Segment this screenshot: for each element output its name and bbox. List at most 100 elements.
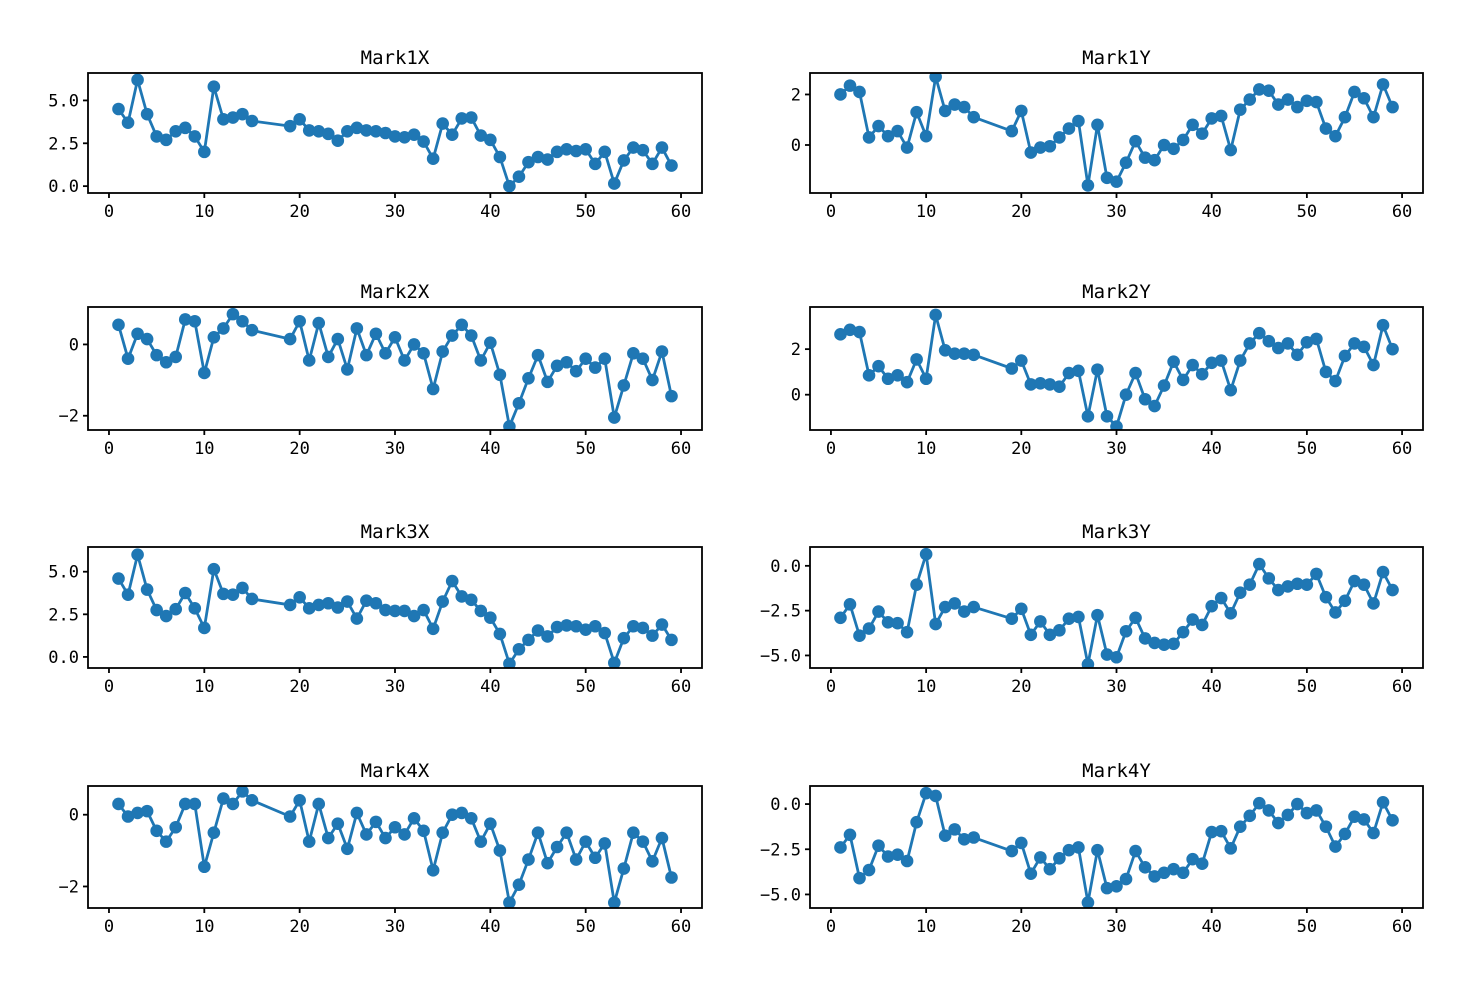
axes-box	[809, 72, 1424, 194]
subplot-mark3x: Mark3X 0 10 20 30 40 50 60 0.0 2.5 5.0	[48, 521, 703, 697]
data-point-marker	[112, 102, 125, 116]
data-point-marker	[169, 124, 183, 138]
data-point-marker	[150, 603, 163, 617]
x-tick-label: 0	[104, 917, 114, 937]
data-point-marker	[588, 851, 602, 865]
data-point-marker	[1081, 410, 1095, 423]
y-tick-label: 2	[791, 85, 801, 105]
data-point-marker	[1262, 84, 1276, 97]
subplot-mark2x: Mark2X 0 10 20 30 40 50 60 −2 0	[59, 281, 703, 459]
data-point-marker	[1157, 379, 1171, 392]
data-point-marker	[569, 619, 583, 633]
data-point-marker	[1281, 337, 1295, 350]
data-point-marker	[426, 622, 440, 636]
x-tick-label: 0	[826, 439, 836, 459]
data-point-marker	[464, 811, 478, 825]
data-point-marker	[1043, 628, 1057, 642]
data-point-marker	[1091, 118, 1104, 132]
data-point-marker	[1195, 857, 1209, 871]
data-point-marker	[665, 389, 678, 403]
x-tick-label: 0	[826, 677, 836, 697]
data-point-marker	[891, 616, 904, 630]
data-point-marker	[474, 129, 488, 142]
data-point-marker	[853, 325, 866, 339]
data-point-marker	[283, 598, 297, 612]
data-point-marker	[321, 350, 335, 364]
data-point-marker	[1233, 586, 1247, 600]
x-tick-label: 10	[916, 917, 936, 937]
data-point-marker	[617, 379, 631, 392]
x-tick-label: 50	[575, 439, 595, 459]
data-point-marker	[607, 896, 621, 908]
data-point-marker	[417, 347, 430, 360]
data-point-marker	[1081, 179, 1095, 192]
data-point-marker	[531, 826, 545, 839]
data-point-marker	[588, 619, 602, 633]
data-point-marker	[560, 142, 573, 156]
data-point-marker	[369, 124, 383, 138]
data-point-marker	[503, 896, 516, 908]
data-point-marker	[531, 624, 545, 637]
data-point-marker	[236, 314, 249, 328]
data-point-marker	[1195, 127, 1209, 140]
data-point-marker	[881, 129, 895, 143]
data-point-marker	[948, 597, 961, 610]
axes-box	[87, 546, 703, 669]
x-tick-label: 10	[916, 677, 936, 697]
data-point-marker	[1214, 591, 1228, 605]
data-point-marker	[350, 806, 364, 820]
data-point-marker	[426, 152, 440, 166]
data-point-marker	[1186, 358, 1199, 372]
data-point-marker	[1281, 580, 1295, 593]
data-point-marker	[1319, 365, 1333, 379]
data-point-marker	[531, 348, 545, 362]
data-series	[834, 308, 1399, 430]
data-point-marker	[1205, 599, 1218, 613]
data-point-marker	[445, 128, 459, 142]
data-point-marker	[341, 363, 354, 376]
axes-box	[87, 785, 703, 909]
data-point-marker	[1157, 138, 1171, 152]
data-point-marker	[369, 327, 383, 341]
data-point-marker	[522, 372, 535, 385]
data-point-marker	[1367, 358, 1380, 372]
data-point-marker	[121, 588, 135, 602]
subplot-mark4y: Mark4Y 0 10 20 30 40 50 60 −5.0 −2.5 0.0	[760, 760, 1424, 937]
data-point-marker	[417, 135, 430, 148]
data-point-marker	[560, 826, 573, 839]
data-point-marker	[948, 98, 961, 111]
data-point-marker	[665, 871, 678, 884]
data-point-marker	[627, 619, 640, 633]
data-point-marker	[198, 145, 211, 159]
x-tick-label: 10	[916, 202, 936, 222]
y-tick-label: −5.0	[760, 885, 801, 905]
data-point-marker	[938, 343, 952, 357]
data-point-marker	[531, 150, 545, 164]
data-point-marker	[1386, 100, 1399, 114]
chart-title: Mark4Y	[1082, 760, 1151, 782]
plot-area-mark3y: 0 10 20 30 40 50 60 −5.0 −2.5 0.0	[760, 546, 1424, 697]
data-point-marker	[891, 369, 904, 382]
data-point-marker	[484, 817, 497, 830]
data-point-marker	[1338, 110, 1352, 124]
data-point-marker	[350, 612, 364, 625]
data-point-marker	[834, 328, 847, 341]
data-point-marker	[1034, 141, 1047, 154]
data-point-marker	[131, 327, 144, 341]
x-tick-label: 0	[104, 677, 114, 697]
data-point-marker	[503, 179, 516, 193]
data-point-marker	[1329, 374, 1342, 388]
data-point-marker	[312, 598, 326, 612]
data-point-marker	[1243, 578, 1257, 591]
data-point-marker	[617, 631, 631, 645]
data-point-marker	[1129, 844, 1142, 858]
data-point-marker	[121, 352, 135, 366]
data-point-marker	[159, 133, 173, 147]
data-point-marker	[1386, 814, 1399, 827]
data-point-marker	[226, 588, 240, 602]
data-point-marker	[217, 322, 230, 335]
data-point-marker	[834, 611, 847, 625]
x-tick-label: 50	[1297, 439, 1317, 459]
data-point-marker	[1386, 342, 1399, 356]
data-point-marker	[1281, 93, 1295, 106]
